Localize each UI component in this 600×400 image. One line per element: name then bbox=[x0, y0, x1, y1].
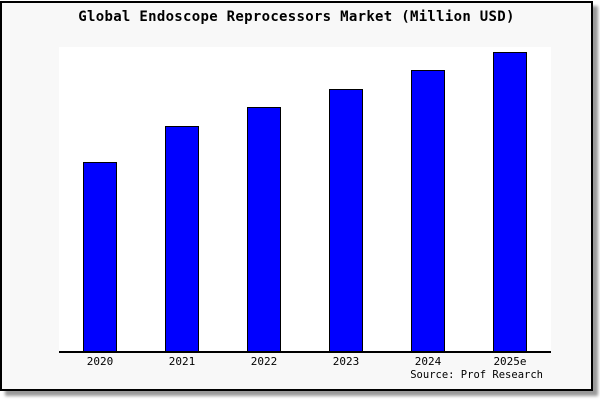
plot-area bbox=[59, 47, 551, 353]
x-axis-labels: 2020 2021 2022 2023 2024 2025e bbox=[59, 355, 551, 368]
source-note: Source: Prof Research bbox=[410, 369, 543, 381]
x-tick-label-2022: 2022 bbox=[250, 355, 278, 368]
x-tick-label-2025e: 2025e bbox=[493, 355, 527, 368]
x-tick-label-2023: 2023 bbox=[332, 355, 360, 368]
bar-2022 bbox=[247, 107, 281, 351]
bar-2021 bbox=[165, 126, 199, 351]
bar-2023 bbox=[329, 89, 363, 351]
bar-2025e bbox=[493, 52, 527, 351]
chart-canvas: Global Endoscope Reprocessors Market (Mi… bbox=[0, 1, 593, 391]
x-tick-label-2024: 2024 bbox=[414, 355, 442, 368]
bar-2020 bbox=[83, 162, 117, 351]
x-tick-label-2020: 2020 bbox=[86, 355, 114, 368]
x-tick-label-2021: 2021 bbox=[168, 355, 196, 368]
bar-2024 bbox=[411, 70, 445, 351]
chart-title: Global Endoscope Reprocessors Market (Mi… bbox=[78, 9, 515, 25]
